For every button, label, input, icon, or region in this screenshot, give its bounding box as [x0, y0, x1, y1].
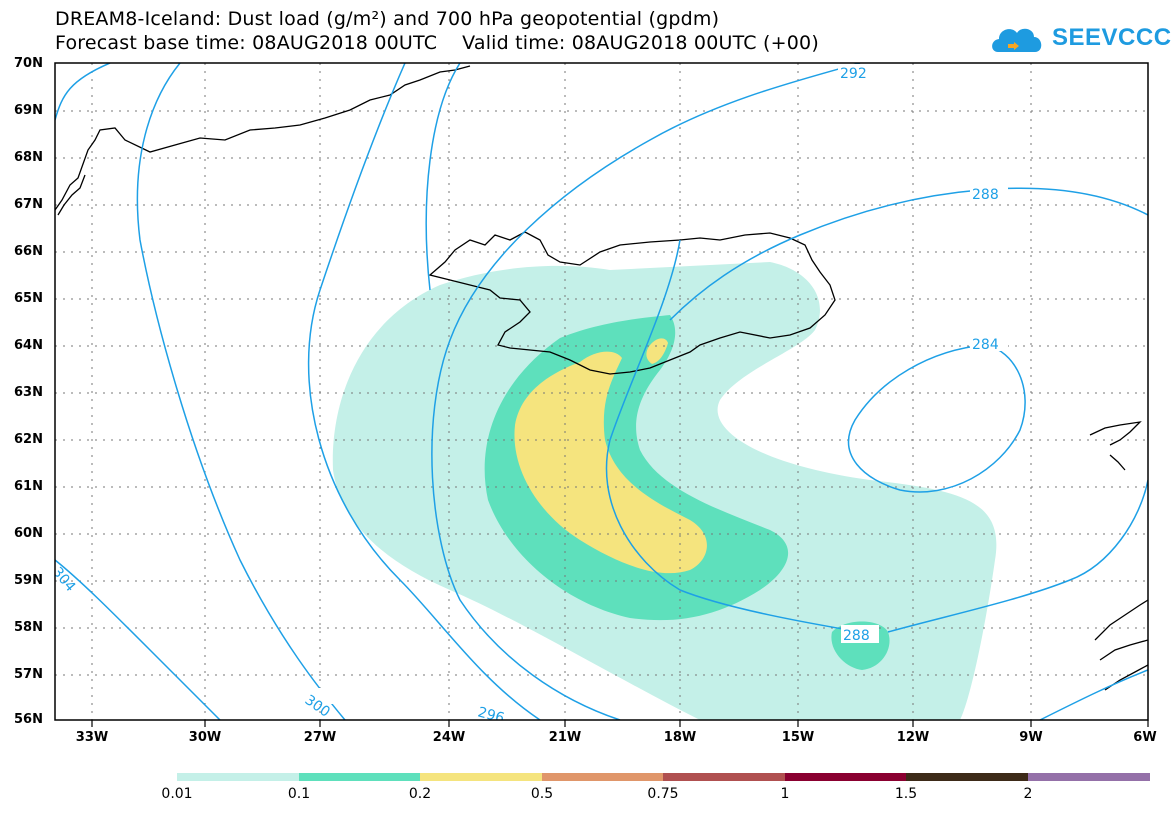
legend-label: 0.5 — [530, 786, 554, 802]
lat-label: 56N — [14, 712, 43, 727]
graticule — [55, 63, 1148, 720]
lat-label: 69N — [14, 103, 43, 118]
geopotential-contours — [55, 63, 1148, 720]
coastline — [55, 65, 1148, 691]
lat-label: 62N — [14, 432, 43, 447]
legend-swatch — [299, 773, 420, 781]
lon-label: 30W — [188, 730, 222, 745]
legend-swatch — [785, 773, 906, 781]
map-frame — [54, 62, 1149, 721]
legend-label: 0.1 — [287, 786, 311, 802]
lat-label: 65N — [14, 291, 43, 306]
lat-label: 64N — [14, 338, 43, 353]
legend-swatch — [906, 773, 1028, 781]
legend-swatch — [663, 773, 785, 781]
legend-swatch — [420, 773, 542, 781]
map-title: DREAM8-Iceland: Dust load (g/m²) and 700… — [55, 8, 720, 30]
contour-label: 292 — [840, 66, 867, 82]
lon-label: 33W — [75, 730, 109, 745]
dust-area-high — [514, 351, 707, 574]
lat-label: 60N — [14, 526, 43, 541]
lon-label: 24W — [432, 730, 466, 745]
contour-label: 288 — [972, 187, 999, 203]
lon-label: 12W — [896, 730, 930, 745]
lon-label: 18W — [663, 730, 697, 745]
lat-label: 68N — [14, 150, 43, 165]
legend-label: 0.2 — [408, 786, 432, 802]
legend-label: 0.01 — [161, 786, 193, 802]
lat-label: 70N — [14, 56, 43, 71]
lon-label: 15W — [781, 730, 815, 745]
contour-label: 284 — [972, 337, 999, 353]
dust-area-high-east — [646, 338, 668, 364]
lat-label: 61N — [14, 479, 43, 494]
lon-label: 21W — [548, 730, 582, 745]
legend-label: 1 — [780, 786, 790, 802]
legend-swatch — [177, 773, 299, 781]
legend-label: 1.5 — [894, 786, 918, 802]
legend-label: 2 — [1023, 786, 1033, 802]
cloud-logo-icon — [992, 28, 1042, 52]
forecast-time-line: Forecast base time: 08AUG2018 00UTC Vali… — [55, 32, 819, 54]
lat-label: 67N — [14, 197, 43, 212]
lon-label: 27W — [303, 730, 337, 745]
contour-label: 288 — [843, 628, 870, 644]
lat-label: 59N — [14, 573, 43, 588]
lat-label: 58N — [14, 620, 43, 635]
logo-text: SEEVCCC — [1052, 24, 1172, 51]
legend-label: 0.75 — [647, 786, 679, 802]
lat-label: 63N — [14, 385, 43, 400]
lat-label: 57N — [14, 667, 43, 682]
lon-label: 6W — [1133, 730, 1157, 745]
legend-swatch — [1028, 773, 1150, 781]
legend-swatch — [542, 773, 663, 781]
lat-label: 66N — [14, 244, 43, 259]
lon-label: 9W — [1019, 730, 1043, 745]
